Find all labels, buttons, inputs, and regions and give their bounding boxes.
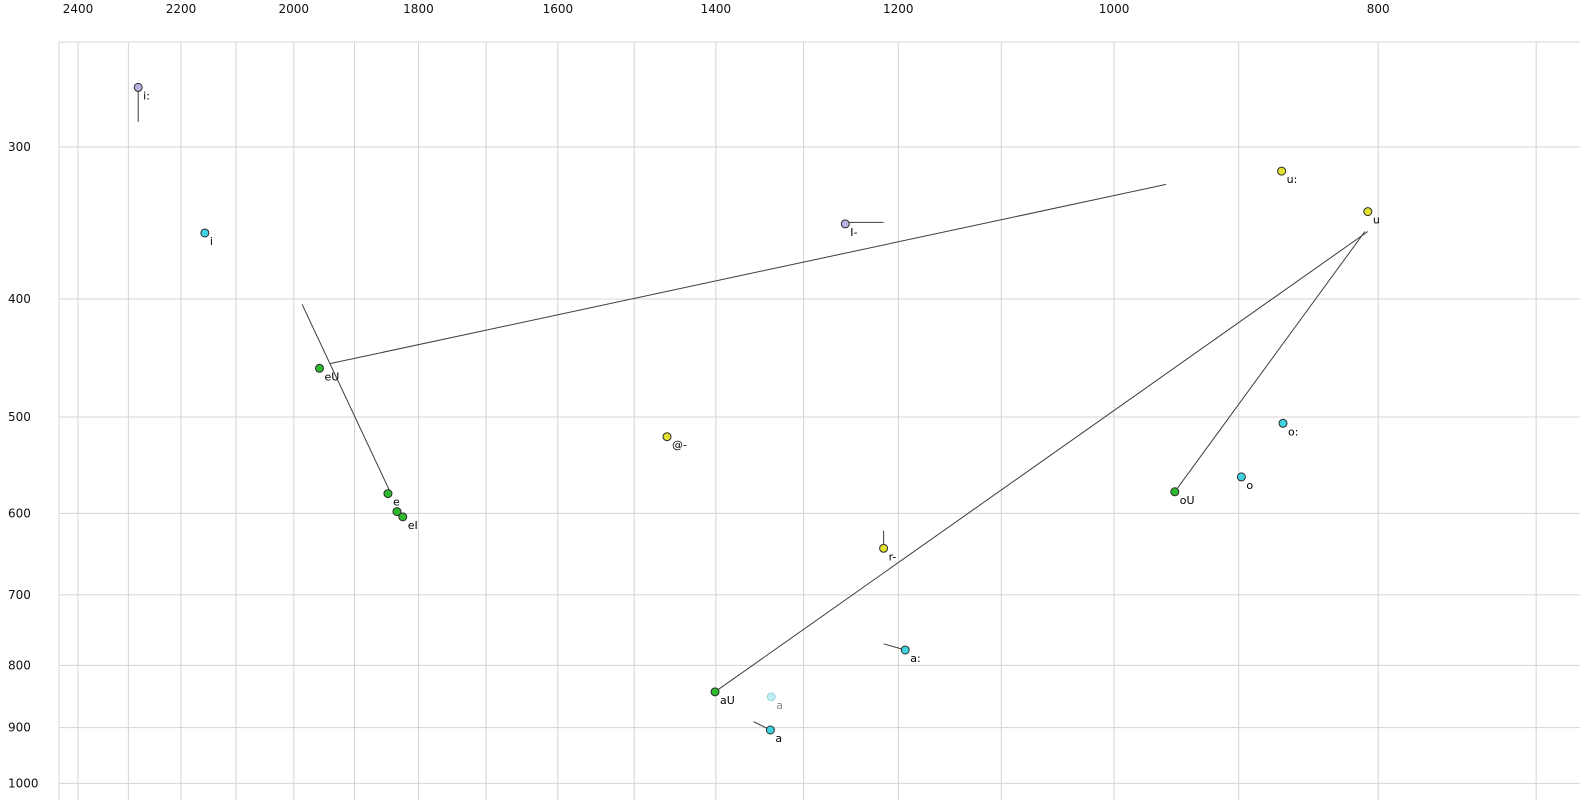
y-tick-label: 300 [8, 140, 31, 154]
vowel-point-ou[interactable] [1170, 487, 1180, 497]
vowel-point-eu[interactable] [314, 363, 324, 373]
vowel-label-i: i [210, 235, 213, 248]
vowel-label-i: I- [850, 226, 857, 239]
vowel-label-u: u [1373, 214, 1380, 227]
vowel-label-au: aU [720, 694, 735, 707]
vowel-point-a[interactable] [765, 725, 775, 735]
vowel-label-r: r- [889, 550, 897, 563]
vowel-label-u: u: [1287, 173, 1298, 186]
trajectory-aU-glide [714, 231, 1369, 693]
x-tick-label: 2000 [278, 2, 309, 16]
vowel-point-u[interactable] [1363, 207, 1373, 217]
vowel-point-u[interactable] [1277, 166, 1287, 176]
trajectory-eI-glide [301, 304, 391, 493]
vowel-point-o[interactable] [1278, 418, 1288, 428]
vowel-point-i[interactable] [133, 82, 143, 92]
vowel-label-i: i: [143, 89, 150, 102]
y-tick-label: 400 [8, 292, 31, 306]
x-tick-label: 1200 [883, 2, 914, 16]
trajectory-oU-glide [1174, 231, 1366, 493]
x-tick-label: 2400 [63, 2, 94, 16]
vowel-label-e: e [393, 496, 400, 509]
vowel-label-a: a [775, 732, 782, 745]
vowel-label-a: a: [910, 652, 920, 665]
vowel-label-@: @- [672, 439, 687, 452]
y-tick-label: 600 [8, 506, 31, 520]
x-tick-label: 800 [1367, 2, 1390, 16]
vowel-point-@[interactable] [662, 432, 672, 442]
y-tick-label: 700 [8, 588, 31, 602]
y-tick-label: 1000 [8, 776, 39, 790]
vowel-point-i[interactable] [840, 219, 850, 229]
vowel-label-ou: oU [1180, 494, 1195, 507]
y-tick-label: 900 [8, 721, 31, 735]
vowel-label-eu: eU [324, 370, 339, 383]
vowel-label-o: o [1246, 479, 1253, 492]
x-tick-label: 1800 [403, 2, 434, 16]
vowel-point-a[interactable] [900, 645, 910, 655]
vowel-label-a: a [776, 699, 783, 712]
vowel-point-dot[interactable] [392, 507, 402, 517]
vowel-point-e[interactable] [383, 489, 393, 499]
vowel-label-ei: eI [408, 519, 418, 532]
y-tick-label: 800 [8, 658, 31, 672]
vowel-point-r[interactable] [879, 543, 889, 553]
x-tick-label: 1600 [543, 2, 574, 16]
vowel-point-i[interactable] [200, 228, 210, 238]
vowel-point-a[interactable] [766, 692, 776, 702]
vowel-point-au[interactable] [710, 687, 720, 697]
trajectory-eU-glide [329, 183, 1167, 365]
y-tick-label: 500 [8, 410, 31, 424]
x-tick-label: 1000 [1099, 2, 1130, 16]
x-tick-label: 2200 [166, 2, 197, 16]
vowel-point-o[interactable] [1236, 472, 1246, 482]
vowel-label-o: o: [1288, 425, 1298, 438]
x-tick-label: 1400 [701, 2, 732, 16]
vowel-point-ei[interactable] [398, 512, 408, 522]
